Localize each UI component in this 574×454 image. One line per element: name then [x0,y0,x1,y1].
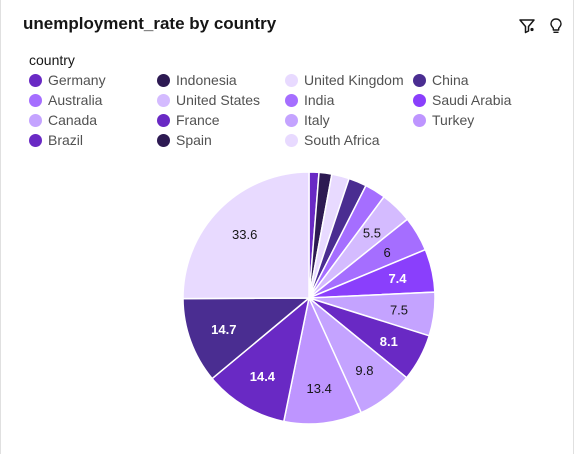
legend-label: China [432,72,469,88]
legend-swatch [157,93,170,107]
legend-label: Italy [304,112,330,128]
legend-swatch [29,113,42,127]
legend-item[interactable]: Spain [157,131,212,149]
slice-value-label: 8.1 [380,334,398,349]
filter-icon [519,19,535,34]
slice-value-label: 33.6 [232,227,257,242]
slice-value-label: 14.4 [250,369,276,384]
slice-value-label: 13.4 [307,381,332,396]
legend-label: United Kingdom [304,72,404,88]
slice-value-label: 6 [383,245,390,260]
legend-item[interactable]: Brazil [29,131,83,149]
legend-swatch [413,73,426,87]
legend-label: Canada [48,112,98,128]
legend-item[interactable]: India [285,91,334,109]
legend-label: United States [176,92,261,108]
legend-item[interactable]: Indonesia [157,71,237,89]
legend-label: South Africa [304,132,380,148]
chart-title: unemployment_rate by country [23,14,277,33]
legend-item[interactable]: United States [157,91,260,109]
legend-swatch [285,73,298,87]
insights-button[interactable] [544,14,568,38]
legend-title: country [29,52,75,68]
legend-item[interactable]: Australia [29,91,102,109]
legend-swatch [285,113,298,127]
legend-swatch [413,93,426,107]
legend-item[interactable]: China [413,71,469,89]
legend-item[interactable]: Saudi Arabia [413,91,511,109]
legend-label: India [304,92,335,108]
pie-slice[interactable] [182,297,312,380]
lightbulb-icon [550,18,562,33]
legend-item[interactable]: United Kingdom [285,71,404,89]
legend-label: Brazil [48,132,84,148]
legend-label: Australia [48,92,103,108]
legend-item[interactable]: France [157,111,220,129]
legend-item[interactable]: Turkey [413,111,474,129]
legend-swatch [157,113,170,127]
pie-slice[interactable] [182,171,310,300]
legend-swatch [29,73,42,87]
legend-item[interactable]: Italy [285,111,330,129]
filter-button[interactable] [515,14,539,38]
legend-label: Turkey [432,112,475,128]
slice-value-label: 9.8 [355,363,373,378]
legend-swatch [413,113,426,127]
slice-value-label: 5.5 [363,226,381,241]
legend-swatch [285,93,298,107]
slice-value-label: 7.4 [388,271,407,286]
legend-label: France [176,112,220,128]
legend-label: Saudi Arabia [432,92,512,108]
legend-swatch [29,93,42,107]
slice-value-label: 14.7 [211,322,236,337]
legend-label: Indonesia [176,72,237,88]
legend: Germany Indonesia United Kingdom China Austr… [29,71,569,151]
legend-swatch [285,133,298,147]
pie-slice[interactable] [211,296,311,423]
legend-swatch [29,133,42,147]
legend-item[interactable]: South Africa [285,131,380,149]
legend-item[interactable]: Germany [29,71,106,89]
legend-label: Spain [176,132,212,148]
legend-swatch [157,73,170,87]
legend-swatch [157,133,170,147]
slice-value-label: 7.5 [390,303,408,318]
legend-item[interactable]: Canada [29,111,97,129]
legend-label: Germany [48,72,106,88]
